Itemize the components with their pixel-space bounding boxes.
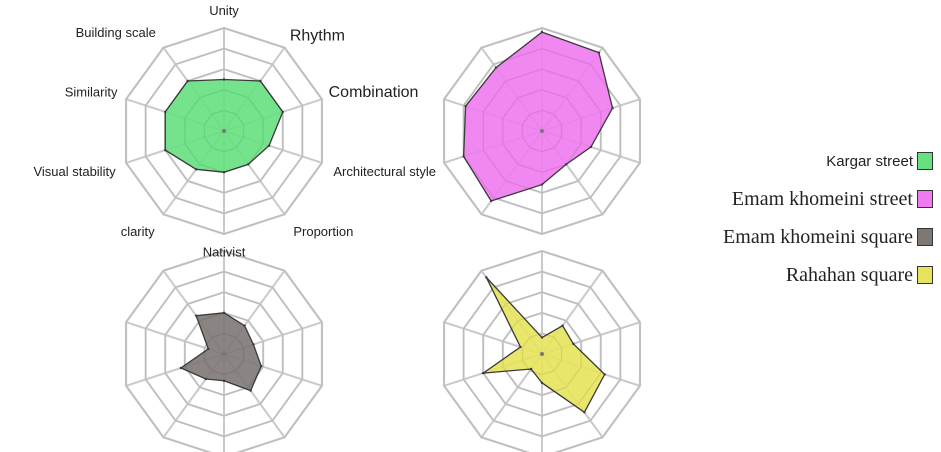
- radar-3: [442, 249, 642, 452]
- data-point: [494, 66, 498, 69]
- data-point: [519, 345, 522, 349]
- center-point: [222, 129, 226, 133]
- data-point: [247, 163, 250, 166]
- data-point: [186, 79, 189, 83]
- legend-swatch: [917, 190, 933, 208]
- data-point: [281, 110, 284, 114]
- grid-ring-overlay: [443, 27, 641, 235]
- grid-ring-overlay: [482, 291, 602, 417]
- legend-swatch: [917, 228, 933, 246]
- axis-label: Building scale: [76, 25, 156, 40]
- grid-ring-overlay: [164, 68, 284, 194]
- grid-ring-overlay: [502, 312, 582, 396]
- data-point: [267, 144, 271, 147]
- axis-label: Proportion: [293, 224, 353, 239]
- center-point: [540, 352, 544, 356]
- data-point: [252, 343, 255, 346]
- data-point: [565, 163, 568, 166]
- data-point: [583, 411, 586, 414]
- data-point: [194, 168, 198, 171]
- axis-label: Combination: [329, 84, 419, 101]
- axis-label: Nativist: [203, 245, 246, 260]
- data-point: [243, 324, 246, 327]
- data-point: [603, 373, 606, 376]
- grid-ring-overlay: [443, 250, 641, 452]
- axis-label: Visual stability: [33, 164, 116, 179]
- data-point: [207, 347, 210, 351]
- legend-label: Rahahan square: [785, 263, 913, 286]
- legend-swatch: [917, 152, 933, 170]
- data-point: [222, 311, 226, 314]
- axis-label: Similarity: [65, 84, 118, 99]
- legend-item-kargar-street: Kargar street: [826, 142, 933, 180]
- grid-ring-overlay: [145, 48, 303, 214]
- center-point: [540, 129, 544, 133]
- legend-item-emam-khomeini-street: Emam khomeini street: [732, 180, 933, 218]
- data-point: [597, 51, 601, 54]
- data-point: [164, 148, 167, 152]
- legend-label: Kargar street: [826, 152, 913, 170]
- data-point: [529, 367, 533, 371]
- grid-ring-overlay: [125, 250, 323, 452]
- data-point: [164, 110, 167, 114]
- legend-label: Emam khomeini street: [731, 187, 913, 210]
- data-point: [611, 106, 614, 110]
- grid-ring-overlay: [203, 109, 245, 153]
- data-point: [540, 336, 544, 339]
- grid-ring-overlay: [521, 109, 563, 153]
- data-point: [572, 342, 575, 346]
- center-point: [222, 352, 226, 356]
- radar-0: [124, 26, 324, 236]
- axis-label: Architectural style: [333, 164, 436, 179]
- data-point: [589, 145, 593, 149]
- grid-ring-overlay: [164, 291, 284, 417]
- data-point: [540, 30, 544, 34]
- grid-ring-overlay: [482, 68, 602, 194]
- radar-2: [124, 249, 324, 452]
- data-point: [464, 104, 467, 108]
- data-point: [222, 379, 226, 382]
- legend-label: Emam khomeini square: [723, 225, 913, 248]
- data-point: [249, 389, 252, 392]
- data-point: [462, 155, 465, 158]
- data-point: [540, 381, 544, 385]
- legend-item-rahahan-square: Rahahan square: [786, 256, 933, 294]
- legend-item-emam-khomeini-square: Emam khomeini square: [723, 218, 933, 256]
- data-point: [194, 314, 198, 317]
- axis-label: Unity: [209, 3, 239, 18]
- data-point: [540, 183, 544, 186]
- grid-ring-overlay: [184, 312, 264, 396]
- grid-ring: [442, 249, 642, 452]
- legend-swatch: [917, 266, 933, 284]
- data-point: [204, 377, 208, 381]
- axis-label: clarity: [121, 224, 155, 239]
- series-area: [462, 31, 614, 202]
- grid-ring-overlay: [521, 332, 563, 376]
- grid-ring-overlay: [463, 271, 621, 437]
- grid-ring-overlay: [145, 271, 303, 437]
- data-point: [561, 324, 564, 327]
- data-point: [485, 276, 488, 279]
- legend: Kargar street Emam khomeini street Emam …: [723, 142, 933, 294]
- data-point: [489, 199, 493, 203]
- grid-ring: [124, 249, 324, 452]
- grid-ring-overlay: [203, 332, 245, 376]
- axis-label: Rhythm: [290, 27, 345, 44]
- data-point: [222, 171, 226, 174]
- radar-1: [442, 26, 642, 236]
- data-point: [260, 364, 263, 368]
- data-point: [179, 366, 183, 370]
- grid-ring-overlay: [463, 48, 621, 214]
- grid-ring-overlay: [184, 89, 264, 173]
- series-area: [164, 78, 284, 173]
- grid-ring-overlay: [502, 89, 582, 173]
- grid-ring-overlay: [125, 27, 323, 235]
- data-point: [222, 78, 226, 81]
- axis-labels: Unity Rhythm Combination Architectural styl…: [33, 3, 436, 260]
- data-point: [259, 79, 262, 83]
- data-point: [482, 371, 485, 375]
